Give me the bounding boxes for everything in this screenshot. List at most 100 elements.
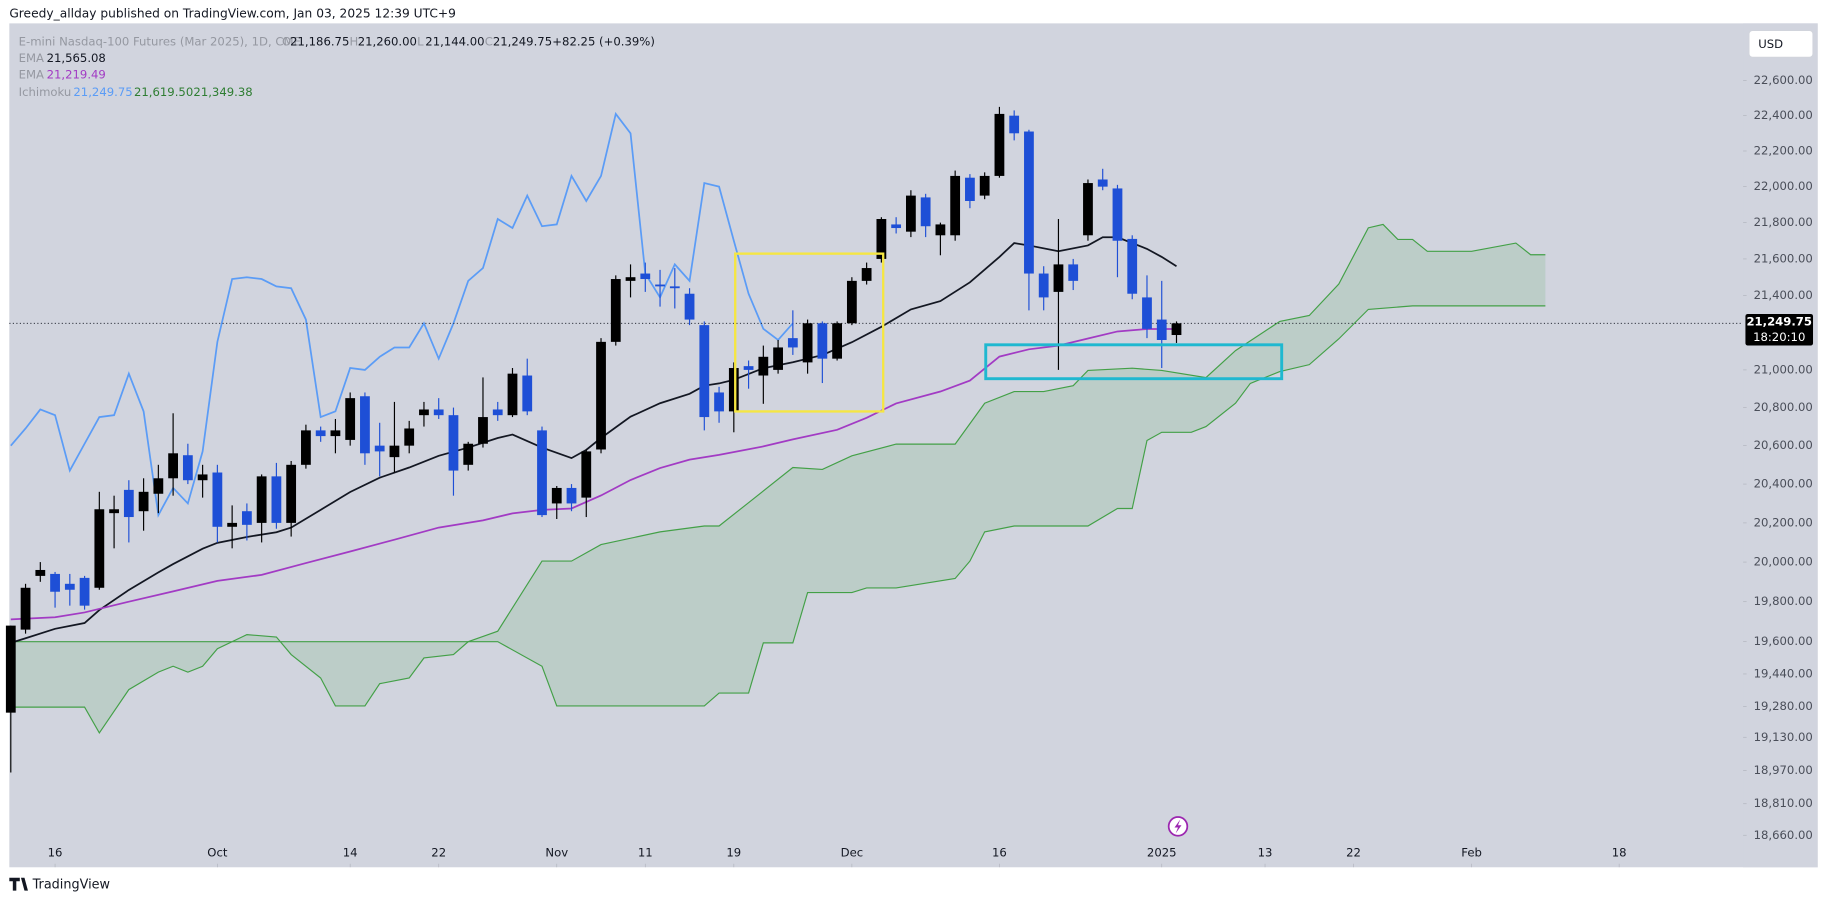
x-tick-label: 22 bbox=[1346, 846, 1361, 860]
candle-body bbox=[448, 415, 459, 471]
drawing-rectangle[interactable] bbox=[984, 343, 1284, 381]
x-tick-label: 22 bbox=[431, 846, 446, 860]
candle-body bbox=[50, 573, 60, 592]
candle-body bbox=[492, 409, 503, 416]
indicator-line bbox=[10, 328, 1177, 621]
candle-body bbox=[905, 195, 916, 232]
candle-body bbox=[846, 280, 857, 324]
x-tick-label: 16 bbox=[48, 846, 63, 860]
candle-body bbox=[1171, 323, 1182, 336]
candle-body bbox=[699, 325, 710, 418]
candle-body bbox=[123, 489, 134, 518]
y-tick-label: 21,600.00 bbox=[1754, 251, 1813, 265]
candle-body bbox=[773, 347, 783, 370]
currency-label[interactable]: USD bbox=[1758, 37, 1783, 51]
candles-layer bbox=[5, 106, 1182, 773]
candle-body bbox=[5, 625, 16, 713]
candle-body bbox=[1024, 131, 1034, 274]
y-tick-label: 19,130.00 bbox=[1754, 730, 1813, 744]
candle-body bbox=[404, 428, 415, 446]
candle-body bbox=[537, 430, 547, 516]
candle-body bbox=[360, 396, 370, 454]
candle-body bbox=[817, 323, 828, 359]
y-tick-label: 18,660.00 bbox=[1754, 828, 1813, 842]
y-tick-label: 18,810.00 bbox=[1754, 796, 1813, 810]
x-tick-label: Nov bbox=[545, 846, 568, 860]
indicator-line bbox=[10, 111, 794, 518]
candle-body bbox=[522, 375, 533, 412]
change: +82.25 (+0.39%) bbox=[552, 35, 655, 49]
candle-body bbox=[1156, 319, 1167, 340]
candle-body bbox=[315, 430, 326, 437]
cloud-layer bbox=[10, 223, 1546, 735]
candle-body bbox=[787, 338, 798, 348]
candle-body bbox=[478, 417, 488, 444]
candle-body bbox=[94, 509, 105, 588]
indicator-value: 21,249.75 bbox=[73, 85, 132, 99]
candle-body bbox=[1053, 264, 1064, 292]
candle-body bbox=[1083, 183, 1093, 236]
candle-body bbox=[1038, 273, 1049, 298]
price-tag bbox=[1745, 313, 1814, 346]
candle-body bbox=[256, 476, 267, 523]
candle-body bbox=[271, 476, 282, 523]
candle-body bbox=[861, 268, 872, 281]
y-tick-label: 22,000.00 bbox=[1754, 179, 1813, 193]
cloud-span bbox=[10, 223, 1546, 735]
candle-body bbox=[669, 286, 680, 289]
ohlc-value: 21,260.00 bbox=[358, 35, 417, 49]
candle-body bbox=[463, 443, 474, 465]
ohlc-value: 21,144.00 bbox=[425, 35, 484, 49]
currency-button[interactable] bbox=[1748, 29, 1814, 58]
candle-body bbox=[301, 430, 311, 465]
brand-logo bbox=[9, 877, 28, 891]
y-tick-label: 18,970.00 bbox=[1754, 763, 1813, 777]
candle-body bbox=[79, 577, 90, 606]
indicator-value: 21,565.08 bbox=[47, 51, 106, 65]
y-tick-label: 21,000.00 bbox=[1754, 362, 1813, 376]
y-tick-label: 20,600.00 bbox=[1754, 438, 1813, 452]
ohlc-legend: O21,186.75 H 21,260.00 L 21,144.00 C 21,249.75 bbox=[282, 35, 552, 49]
y-tick-label: 22,600.00 bbox=[1754, 73, 1813, 87]
x-tick-label: Feb bbox=[1461, 846, 1482, 860]
candle-body bbox=[876, 219, 887, 259]
price-tag-countdown: 18:20:10 bbox=[1753, 330, 1805, 344]
candle-body bbox=[374, 445, 385, 452]
candle-body bbox=[920, 197, 931, 227]
drawing-rectangle[interactable] bbox=[734, 252, 885, 413]
axis-layer: 22,600.00 22,400.00 22,200.00 22,000.00 21,8… bbox=[48, 23, 1818, 868]
indicator-name: EMA bbox=[19, 51, 44, 65]
candle-body bbox=[994, 113, 1005, 176]
y-tick-label: 21,400.00 bbox=[1754, 288, 1813, 302]
candle-body bbox=[182, 455, 193, 481]
candle-body bbox=[684, 293, 695, 320]
candle-body bbox=[286, 464, 297, 523]
candle-body bbox=[743, 366, 754, 370]
candle-body bbox=[1127, 238, 1138, 294]
candle-body bbox=[802, 323, 813, 363]
candle-body bbox=[714, 392, 724, 412]
candle-body bbox=[419, 409, 429, 416]
ohlc-key: O bbox=[282, 35, 291, 49]
x-tick-label: 2025 bbox=[1147, 846, 1177, 860]
y-tick-label: 20,400.00 bbox=[1754, 477, 1813, 491]
x-tick-label: 19 bbox=[726, 846, 741, 860]
indicator-name: Ichimoku bbox=[19, 85, 72, 99]
x-tick-label: 14 bbox=[343, 846, 358, 860]
brand-name: TradingView bbox=[32, 877, 110, 892]
indicator-name: EMA bbox=[19, 67, 44, 81]
candle-body bbox=[640, 273, 651, 280]
candle-body bbox=[212, 472, 223, 527]
cloud-span bbox=[10, 305, 1546, 707]
candle-body bbox=[979, 175, 990, 196]
candle-body bbox=[551, 487, 562, 504]
candle-body bbox=[891, 224, 902, 229]
y-tick-label: 19,280.00 bbox=[1754, 699, 1813, 713]
candle-body bbox=[965, 177, 975, 201]
candle-body bbox=[610, 279, 621, 342]
y-tick-label: 20,200.00 bbox=[1754, 515, 1813, 529]
x-tick-label: Oct bbox=[207, 846, 228, 860]
candle-body bbox=[197, 474, 208, 481]
